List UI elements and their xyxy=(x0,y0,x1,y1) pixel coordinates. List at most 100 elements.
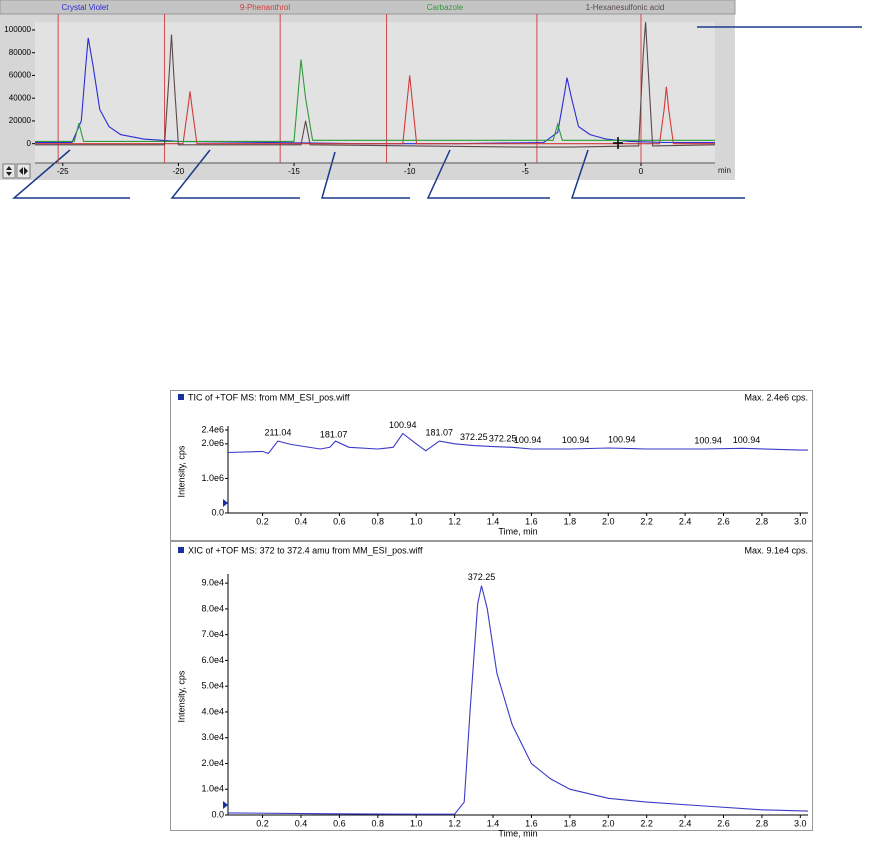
y-axis-label: Intensity, cps xyxy=(176,445,186,497)
series-line xyxy=(35,59,715,142)
pan-icon xyxy=(19,167,28,175)
y-tick-label: 0.0 xyxy=(211,507,224,517)
x-tick-label: 1.2 xyxy=(448,516,461,526)
x-tick-label: 0 xyxy=(639,167,644,176)
x-tick-label: 1.6 xyxy=(525,818,538,828)
legend-entry: 9-Phenanthrol xyxy=(240,3,290,12)
scroll-controls[interactable] xyxy=(2,163,31,179)
y-tick-label: 2.4e6 xyxy=(201,424,224,434)
callout-line xyxy=(11,149,130,199)
y-tick-label: 1.0e4 xyxy=(201,784,224,794)
x-tick-label: 0.8 xyxy=(372,516,385,526)
x-tick-label: 2.8 xyxy=(756,516,769,526)
series-line xyxy=(35,21,716,148)
y-tick-label: 0 xyxy=(27,139,32,148)
pane-title: TIC of +TOF MS: from MM_ESI_pos.wiff xyxy=(188,392,350,402)
x-tick-label: 1.4 xyxy=(487,818,500,828)
viewer-window xyxy=(170,390,813,831)
series-line xyxy=(227,585,809,815)
x-tick-label: 0.2 xyxy=(256,516,269,526)
x-tick-label: 2.0 xyxy=(602,818,615,828)
y-axis-label: Intensity, cps xyxy=(176,670,186,722)
series-line xyxy=(35,75,715,145)
x-axis-label: Time, min xyxy=(498,828,537,838)
peak-label: 100.94 xyxy=(562,435,590,445)
y-tick-label: 20000 xyxy=(9,116,32,125)
peak-label: 211.04 xyxy=(265,427,292,437)
peak-label: 100.94 xyxy=(733,435,761,445)
y-tick-label: 6.0e4 xyxy=(201,655,224,665)
y-tick-label: 8.0e4 xyxy=(201,603,224,613)
callout-line xyxy=(170,149,300,199)
y-tick-label: 100000 xyxy=(4,25,31,34)
x-tick-label: 0.4 xyxy=(295,516,308,526)
peak-label: 181.07 xyxy=(320,430,348,440)
legend-entry: 1-Hexanesulfonic acid xyxy=(586,3,665,12)
y-tick-label: 3.0e4 xyxy=(201,732,224,742)
series-line xyxy=(227,432,808,455)
x-tick-label: 1.0 xyxy=(410,818,423,828)
y-tick-label: 0.0 xyxy=(211,809,224,819)
x-tick-label: -20 xyxy=(173,167,185,176)
x-tick-label: -15 xyxy=(288,167,300,176)
x-axis-label: Time, min xyxy=(498,526,537,536)
callout-line xyxy=(426,149,550,199)
peak-label: 100.94 xyxy=(608,435,636,445)
x-tick-label: 2.4 xyxy=(679,818,692,828)
pane-title: XIC of +TOF MS: 372 to 372.4 amu from MM… xyxy=(188,545,423,555)
legend-entry: Crystal Violet xyxy=(62,3,110,12)
x-tick-label: 1.8 xyxy=(564,818,577,828)
peak-label: 372.25 xyxy=(489,433,517,443)
x-tick-label: 1.0 xyxy=(410,516,423,526)
x-tick-label: 2.0 xyxy=(602,516,615,526)
y-tick-label: 4.0e4 xyxy=(201,706,224,716)
x-tick-label: 2.8 xyxy=(756,818,769,828)
peak-label: 372.25 xyxy=(468,572,496,582)
x-tick-label: 2.2 xyxy=(640,516,653,526)
peak-label: 181.07 xyxy=(425,427,453,437)
x-tick-label: 1.2 xyxy=(448,818,461,828)
cursor xyxy=(613,137,623,149)
zoom-icon xyxy=(6,166,12,176)
x-tick-label: 2.6 xyxy=(717,818,730,828)
y-tick-label: 40000 xyxy=(9,93,32,102)
y-tick-label: 5.0e4 xyxy=(201,681,224,691)
legend-entry: Carbazole xyxy=(427,3,464,12)
x-tick-label: -5 xyxy=(522,167,530,176)
overlay-header xyxy=(0,0,736,15)
x-tick-label: 1.8 xyxy=(564,516,577,526)
trace-icon xyxy=(178,394,184,400)
callouts xyxy=(11,26,862,199)
x-tick-label: 0.6 xyxy=(333,818,346,828)
x-tick-label: 1.6 xyxy=(525,516,538,526)
trace-icon xyxy=(178,547,184,553)
x-tick-label: 2.6 xyxy=(717,516,730,526)
axis-marker xyxy=(223,499,228,507)
pane-max: Max. 9.1e4 cps. xyxy=(744,545,808,555)
y-tick-label: 1.0e6 xyxy=(201,473,224,483)
zoom-button[interactable] xyxy=(2,163,16,179)
x-tick-label: 0.4 xyxy=(295,818,308,828)
pane-max: Max. 2.4e6 cps. xyxy=(744,392,808,402)
axis-marker xyxy=(223,801,228,809)
x-tick-label: 0.2 xyxy=(256,818,269,828)
peak-label: 100.94 xyxy=(694,435,722,445)
y-tick-label: 9.0e4 xyxy=(201,578,224,588)
x-tick-label: 3.0 xyxy=(794,818,807,828)
x-tick-label: 0.6 xyxy=(333,516,346,526)
y-tick-label: 60000 xyxy=(9,71,32,80)
x-tick-label: -25 xyxy=(57,167,69,176)
y-tick-label: 2.0e4 xyxy=(201,758,224,768)
x-tick-label: -10 xyxy=(404,167,416,176)
y-tick-label: 7.0e4 xyxy=(201,629,224,639)
callout-line xyxy=(321,151,410,199)
peak-label: 100.94 xyxy=(514,435,542,445)
callout-line xyxy=(570,149,745,199)
x-axis-label: min xyxy=(718,166,731,175)
x-tick-label: 2.2 xyxy=(640,818,653,828)
peak-label: 100.94 xyxy=(389,420,417,430)
pan-button[interactable] xyxy=(16,163,31,179)
x-tick-label: 1.4 xyxy=(487,516,500,526)
